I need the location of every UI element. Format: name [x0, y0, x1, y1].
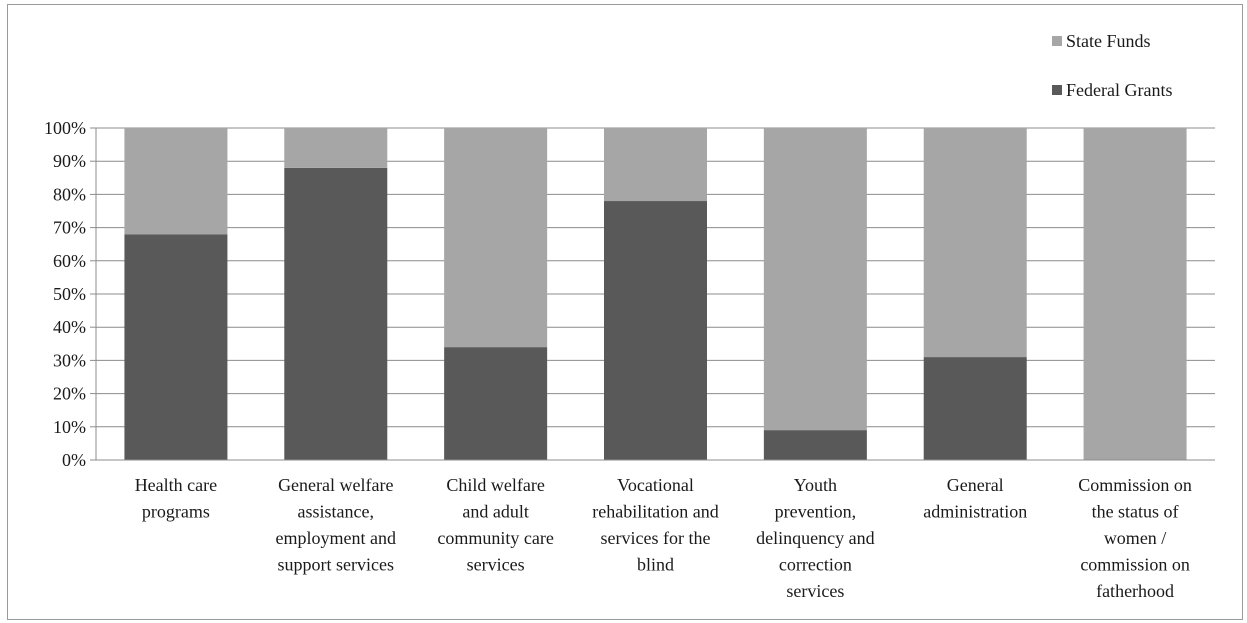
bar-segment-state-funds — [763, 128, 867, 431]
bar-segment-federal-grants — [124, 234, 228, 460]
y-tick-label: 30% — [53, 350, 86, 370]
bar-segment-state-funds — [604, 128, 707, 202]
x-tick-label: Commission on the status of women / commiss… — [1078, 475, 1192, 601]
chart-frame: 0% 10% 20% 30% 40% 50% 60% 70% 80% 90% 100% Health… — [7, 4, 1243, 620]
x-tick-label: Vocational rehabilitation and services for… — [592, 475, 718, 575]
x-axis-labels: Health care programs General welfare assist… — [135, 475, 1192, 601]
y-tick-label: 60% — [53, 251, 86, 271]
bar-segment-federal-grants — [763, 430, 867, 460]
y-tick-label: 100% — [44, 118, 86, 138]
legend-label: State Funds — [1066, 31, 1151, 51]
y-tick-label: 20% — [53, 384, 86, 404]
bar-segment-state-funds — [444, 128, 548, 348]
stacked-bar-chart: 0% 10% 20% 30% 40% 50% 60% 70% 80% 90% 100% Health… — [44, 31, 1215, 601]
x-tick-label: Health care programs — [135, 475, 217, 522]
bars — [96, 128, 1215, 461]
legend-swatch — [1052, 85, 1062, 95]
bar-segment-state-funds — [1083, 128, 1187, 460]
y-tick-label: 10% — [53, 417, 86, 437]
bar-segment-federal-grants — [923, 357, 1027, 460]
legend: State Funds Federal Grants — [1052, 31, 1172, 100]
x-tick-label: Youth prevention, delinquency and correctio… — [756, 475, 874, 601]
y-tick-label: 90% — [53, 151, 86, 171]
y-tick-label: 50% — [53, 284, 86, 304]
y-tick-label: 70% — [53, 218, 86, 238]
bar-segment-state-funds — [124, 128, 228, 235]
y-tick-label: 0% — [62, 450, 86, 470]
bar-segment-federal-grants — [284, 167, 388, 460]
y-tick-label: 40% — [53, 317, 86, 337]
bar-segment-federal-grants — [604, 201, 707, 461]
x-tick-label: General administration — [923, 475, 1027, 522]
y-axis-ticks: 0% 10% 20% 30% 40% 50% 60% 70% 80% 90% 100% — [44, 118, 86, 470]
bar-segment-federal-grants — [444, 347, 548, 460]
x-tick-label: Child welfare and adult community care serv… — [437, 475, 553, 575]
y-tick-label: 80% — [53, 184, 86, 204]
bar-segment-state-funds — [284, 128, 388, 168]
x-tick-label: General welfare assistance, employment and… — [276, 475, 396, 575]
legend-label: Federal Grants — [1066, 80, 1172, 100]
bar-segment-state-funds — [923, 128, 1027, 358]
legend-swatch — [1052, 36, 1062, 46]
